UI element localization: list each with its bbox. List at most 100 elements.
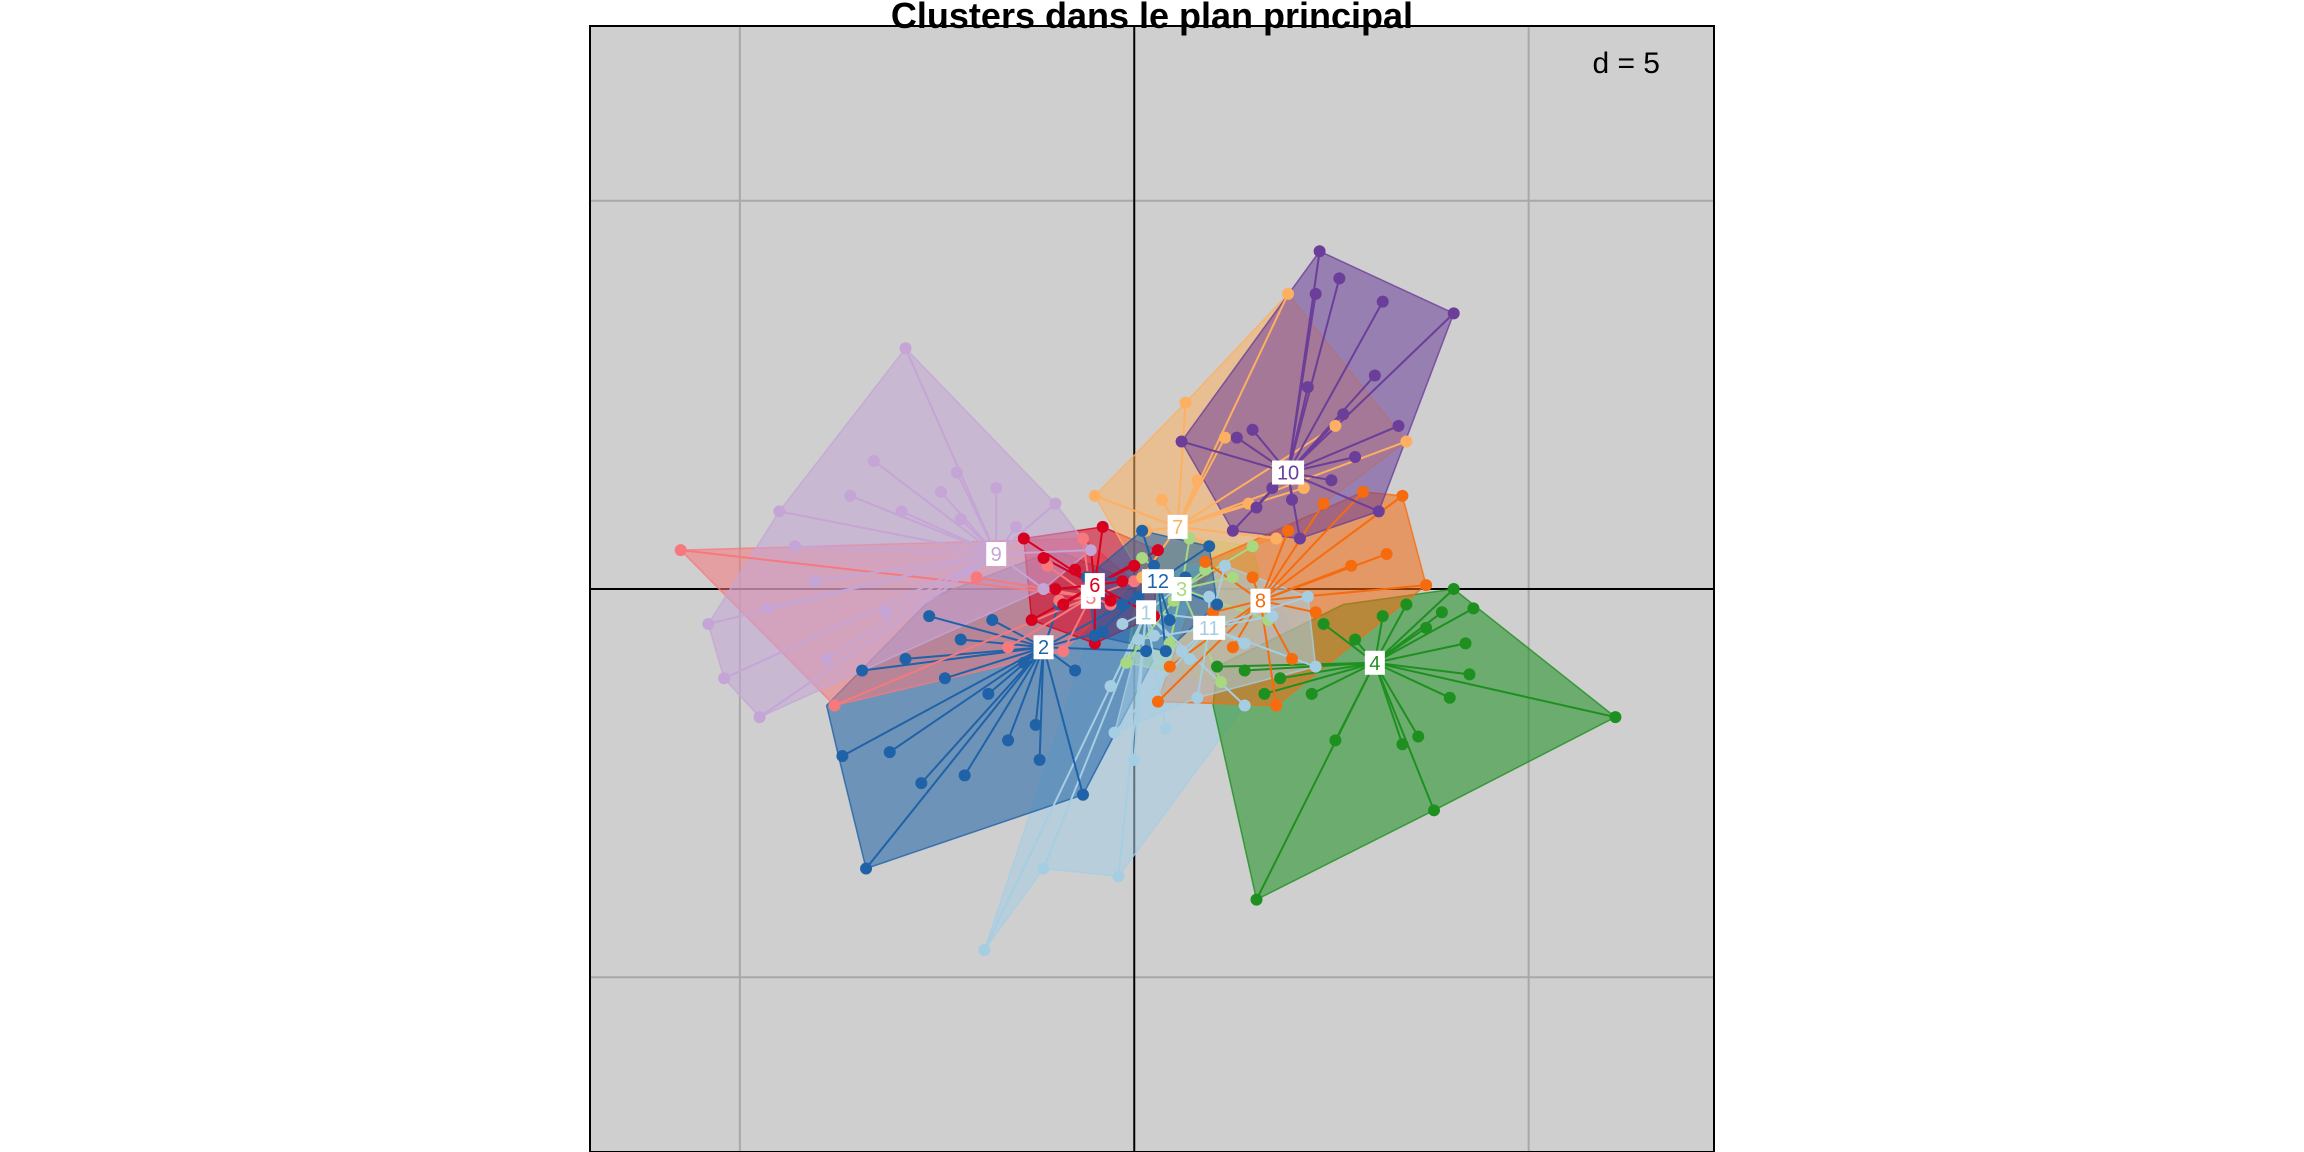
cluster-star-line-4 — [1374, 661, 1451, 699]
cluster-point-2 — [982, 687, 995, 700]
cluster-star-line-4 — [1280, 661, 1375, 680]
cluster-point-2 — [923, 610, 936, 623]
cluster-star-line-4 — [1374, 661, 1616, 719]
cluster-point-10 — [1230, 431, 1243, 444]
cluster-label-3: 3 — [1176, 579, 1187, 601]
cluster-point-9 — [935, 485, 948, 498]
cluster-point-10 — [1392, 419, 1405, 432]
cluster-point-4 — [1211, 660, 1224, 673]
cluster-star-line-4 — [1374, 588, 1455, 664]
cluster-label-box-4 — [1364, 650, 1385, 675]
cluster-point-1 — [1238, 699, 1251, 712]
cluster-point-11 — [1301, 590, 1314, 603]
cluster-point-10 — [1313, 245, 1326, 258]
cluster-point-10 — [1372, 505, 1385, 518]
cluster-point-4 — [1396, 738, 1409, 751]
cluster-point-10 — [1266, 482, 1279, 495]
cluster-point-8 — [1282, 524, 1295, 537]
cluster-point-4 — [1435, 606, 1448, 619]
cluster-star-line-1 — [1133, 612, 1148, 760]
cluster-point-4 — [1609, 711, 1622, 724]
cluster-star-line-10 — [1287, 278, 1341, 473]
cluster-point-9 — [1049, 497, 1062, 510]
cluster-point-8 — [1420, 579, 1433, 592]
cluster-point-11 — [1309, 660, 1322, 673]
cluster-point-7 — [1218, 431, 1231, 444]
cluster-star-line-7 — [1177, 525, 1277, 540]
cluster-label-box-2 — [1033, 635, 1054, 660]
cluster-point-10 — [1376, 295, 1389, 308]
cluster-star-line-4 — [1334, 662, 1376, 741]
cluster-star-line-9 — [767, 553, 997, 610]
cluster-point-11 — [1108, 726, 1121, 739]
cluster-point-1 — [1116, 617, 1129, 630]
cluster-star-line-9 — [904, 347, 998, 555]
cluster-star-line-10 — [1287, 312, 1455, 474]
cluster-star-line-9 — [826, 553, 997, 660]
cluster-point-4 — [1459, 637, 1472, 650]
cluster-star-line-9 — [814, 553, 997, 583]
cluster-star-line-10 — [1181, 440, 1289, 474]
cluster-point-2 — [1076, 788, 1089, 801]
cluster-point-6 — [1049, 583, 1062, 595]
cluster-points — [674, 245, 1622, 957]
cluster-point-4 — [1463, 668, 1476, 681]
cluster-point-9 — [950, 466, 963, 479]
cluster-point-3 — [1136, 551, 1149, 564]
cluster-star-line-9 — [955, 472, 998, 555]
cluster-point-10 — [1447, 307, 1460, 320]
cluster-star-line-4 — [1373, 662, 1420, 738]
cluster-point-7 — [1270, 532, 1283, 545]
cluster-point-1 — [1159, 722, 1172, 735]
cluster-point-8 — [1151, 695, 1164, 708]
cluster-point-6 — [1017, 532, 1030, 545]
cluster-point-4 — [1274, 672, 1287, 685]
cluster-star-line-10 — [1287, 386, 1309, 473]
cluster-point-4 — [1238, 664, 1251, 677]
cluster-label-box-1 — [1136, 600, 1157, 625]
cluster-label-6: 6 — [1089, 575, 1100, 597]
cluster-point-10 — [1337, 408, 1350, 421]
cluster-point-5 — [828, 699, 841, 712]
cluster-point-4 — [1317, 617, 1330, 630]
cluster-point-10 — [1246, 423, 1259, 436]
cluster-star-line-8 — [1260, 584, 1427, 602]
cluster-label-5: 5 — [1085, 587, 1096, 609]
cluster-point-4 — [1447, 583, 1460, 595]
cluster-point-2 — [1140, 645, 1153, 658]
cluster-point-11 — [1266, 610, 1279, 623]
cluster-star-line-5 — [680, 549, 1091, 598]
cluster-star-line-2 — [944, 646, 1044, 680]
cluster-point-4 — [1400, 598, 1413, 611]
cluster-label-box-6 — [1084, 573, 1105, 598]
cluster-label-7: 7 — [1172, 517, 1183, 539]
cluster-point-9 — [753, 711, 766, 724]
cluster-point-11 — [1132, 633, 1145, 646]
cluster-point-12 — [1203, 540, 1216, 553]
cluster-point-11 — [1203, 590, 1216, 603]
cluster-star-line-10 — [1287, 301, 1384, 474]
cluster-point-12 — [1088, 629, 1101, 642]
cluster-point-4 — [1329, 734, 1342, 747]
cluster-point-9 — [954, 513, 967, 526]
cluster-label-9: 9 — [991, 544, 1002, 566]
cluster-point-6 — [1069, 563, 1082, 576]
cluster-point-3 — [1246, 540, 1259, 553]
cluster-point-2 — [883, 746, 896, 759]
cluster-point-2 — [1033, 753, 1046, 766]
cluster-point-1 — [1112, 870, 1125, 883]
cluster-point-2 — [836, 749, 849, 762]
cluster-point-6 — [1037, 551, 1050, 564]
cluster-point-8 — [1380, 548, 1393, 561]
cluster-point-9 — [1009, 520, 1022, 533]
cluster-star-line-4 — [1374, 661, 1470, 676]
cluster-point-4 — [1427, 804, 1440, 817]
cluster-point-7 — [1282, 287, 1295, 300]
cluster-point-8 — [1246, 571, 1259, 584]
cluster-point-7 — [1179, 396, 1192, 409]
cluster-point-7 — [1088, 489, 1101, 502]
cluster-star-line-9 — [759, 553, 997, 718]
cluster-point-8 — [1317, 497, 1330, 510]
